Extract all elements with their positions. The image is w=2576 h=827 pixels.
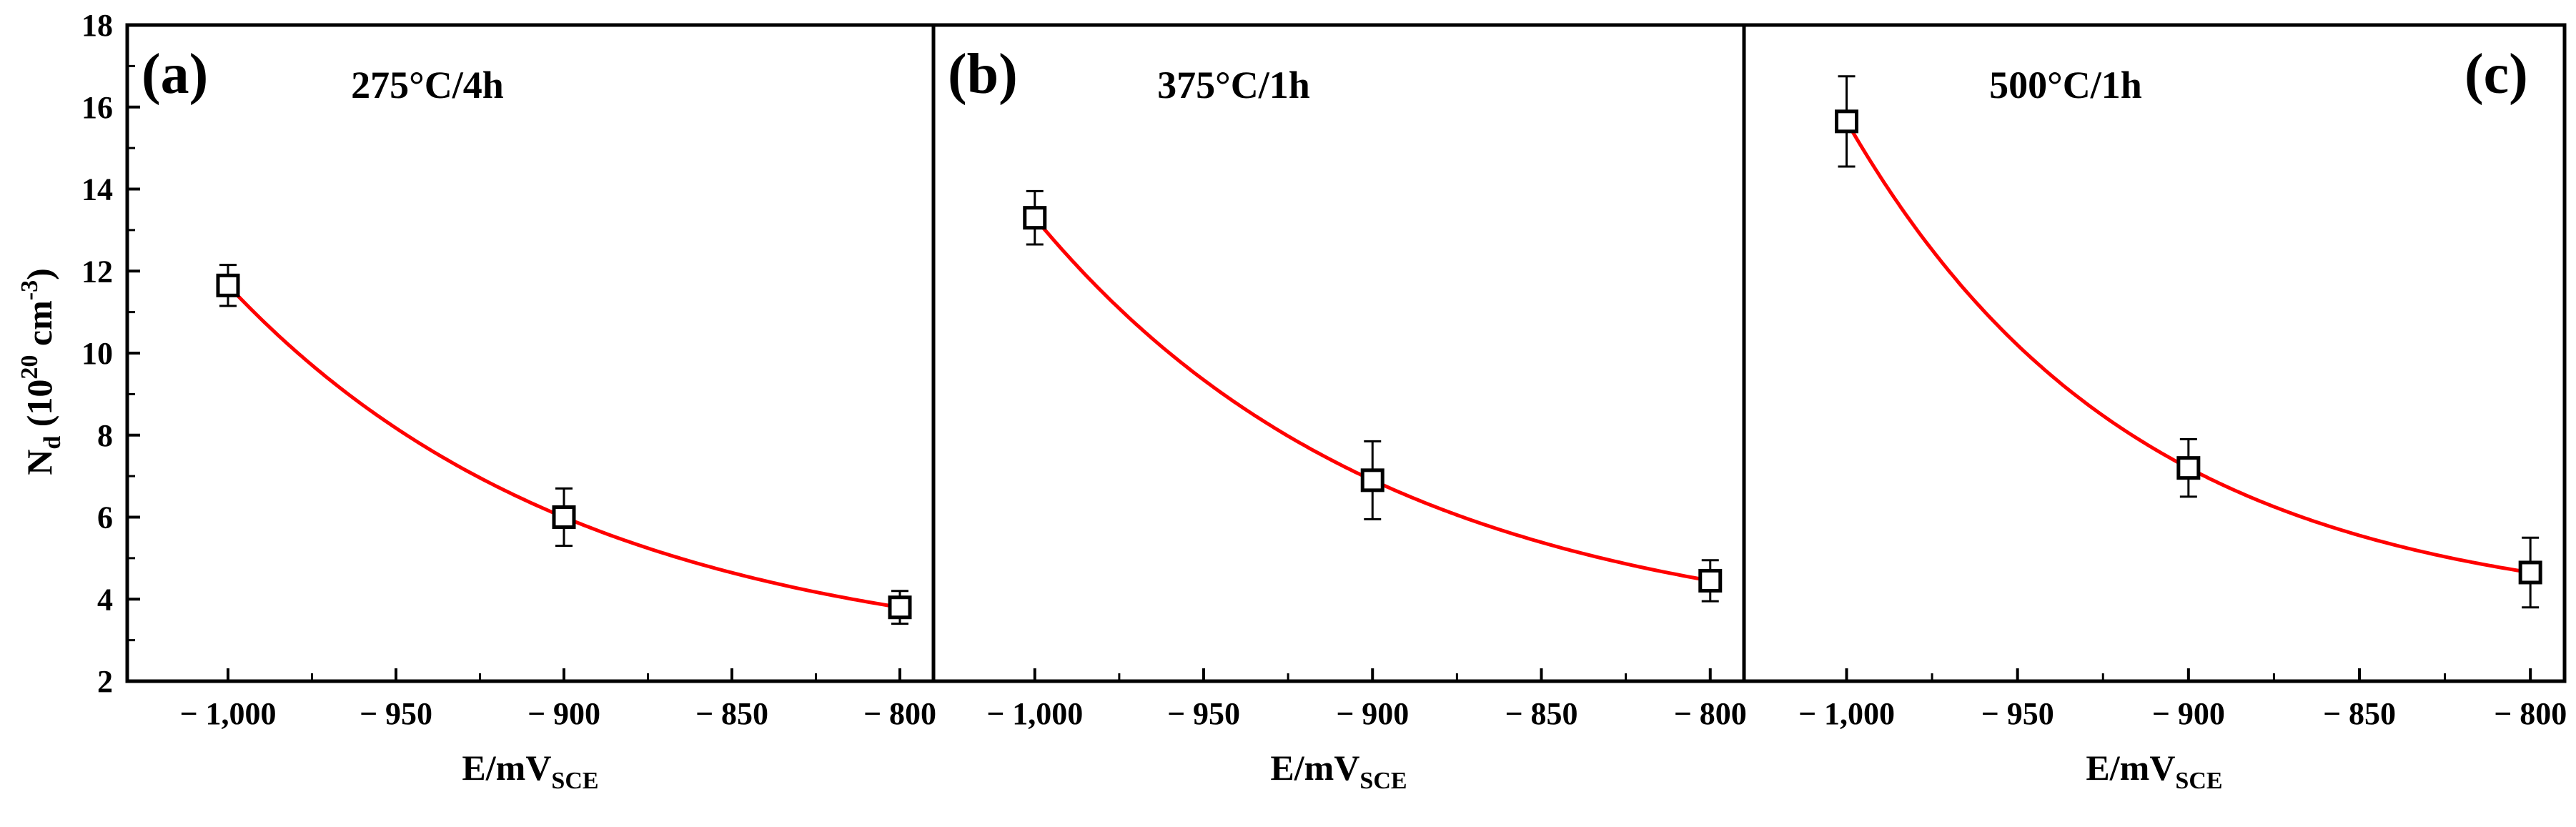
- data-point: [552, 505, 576, 529]
- y-tick-label: 6: [97, 500, 113, 535]
- x-tick-label: − 850: [1505, 696, 1577, 731]
- y-axis-ticks: 2 4 6 8 10 12 14 16 18: [81, 8, 140, 699]
- y-tick-label: 12: [81, 254, 113, 289]
- x-axis-title: E/mVSCE: [1270, 748, 1407, 794]
- data-point: [1360, 468, 1384, 492]
- panel-letter: (a): [142, 43, 208, 106]
- panel-title: 275°C/4h: [351, 64, 504, 107]
- data-point: [1835, 109, 1858, 134]
- fit-curve: [1033, 217, 1711, 583]
- panel-letter: (b): [948, 43, 1018, 106]
- x-tick-label: − 950: [360, 696, 432, 731]
- fit-curve: [227, 284, 901, 610]
- x-tick-label: − 850: [695, 696, 768, 731]
- y-axis-title: Nd (1020 cm-3): [16, 268, 66, 475]
- x-axis-title: E/mVSCE: [2086, 748, 2222, 794]
- x-axis-title: E/mVSCE: [462, 748, 598, 794]
- panel-letter: (c): [2464, 43, 2528, 106]
- y-tick-label: 16: [81, 90, 113, 125]
- x-tick-label: − 800: [1674, 696, 1747, 731]
- panel-1: − 1,000 − 950 − 900 − 850 − 800 E/mVSCE (b) 375…: [931, 23, 1747, 794]
- panels: − 1,000 − 950 − 900 − 850 − 800 E/mVSCE (a) 275…: [125, 23, 2567, 794]
- x-tick-label: − 900: [527, 696, 600, 731]
- panel-title: 500°C/1h: [1989, 64, 2142, 107]
- data-point: [216, 273, 240, 297]
- fit-curve: [1845, 120, 2531, 575]
- data-point: [2176, 456, 2201, 480]
- data-point: [2518, 560, 2542, 585]
- x-tick-label: − 1,000: [986, 696, 1083, 731]
- data-point: [1023, 206, 1047, 230]
- panel-frame: [931, 23, 1746, 683]
- x-tick-label: − 950: [1981, 696, 2054, 731]
- x-tick-label: − 900: [1336, 696, 1409, 731]
- x-tick-label: − 1,000: [179, 696, 276, 731]
- data-point: [888, 595, 912, 620]
- y-tick-label: 8: [97, 418, 113, 453]
- x-tick-label: − 850: [2323, 696, 2396, 731]
- panel-2: − 1,000 − 950 − 900 − 850 − 800 E/mVSCE (c) 500…: [1742, 23, 2567, 794]
- x-tick-label: − 800: [2494, 696, 2567, 731]
- data-point: [1698, 568, 1723, 593]
- x-tick-label: − 800: [863, 696, 936, 731]
- y-tick-label: 18: [81, 8, 113, 43]
- y-tick-label: 2: [97, 664, 113, 699]
- y-tick-label: 10: [81, 336, 113, 371]
- y-tick-label: 14: [81, 172, 113, 207]
- panel-frame: [1742, 23, 2567, 683]
- panel-frame: [125, 23, 936, 683]
- panel-title: 375°C/1h: [1157, 64, 1310, 107]
- x-tick-label: − 1,000: [1798, 696, 1895, 731]
- x-tick-label: − 950: [1167, 696, 1240, 731]
- panel-0: − 1,000 − 950 − 900 − 850 − 800 E/mVSCE (a) 275…: [125, 23, 936, 794]
- x-tick-label: − 900: [2152, 696, 2225, 731]
- y-tick-label: 4: [97, 582, 113, 617]
